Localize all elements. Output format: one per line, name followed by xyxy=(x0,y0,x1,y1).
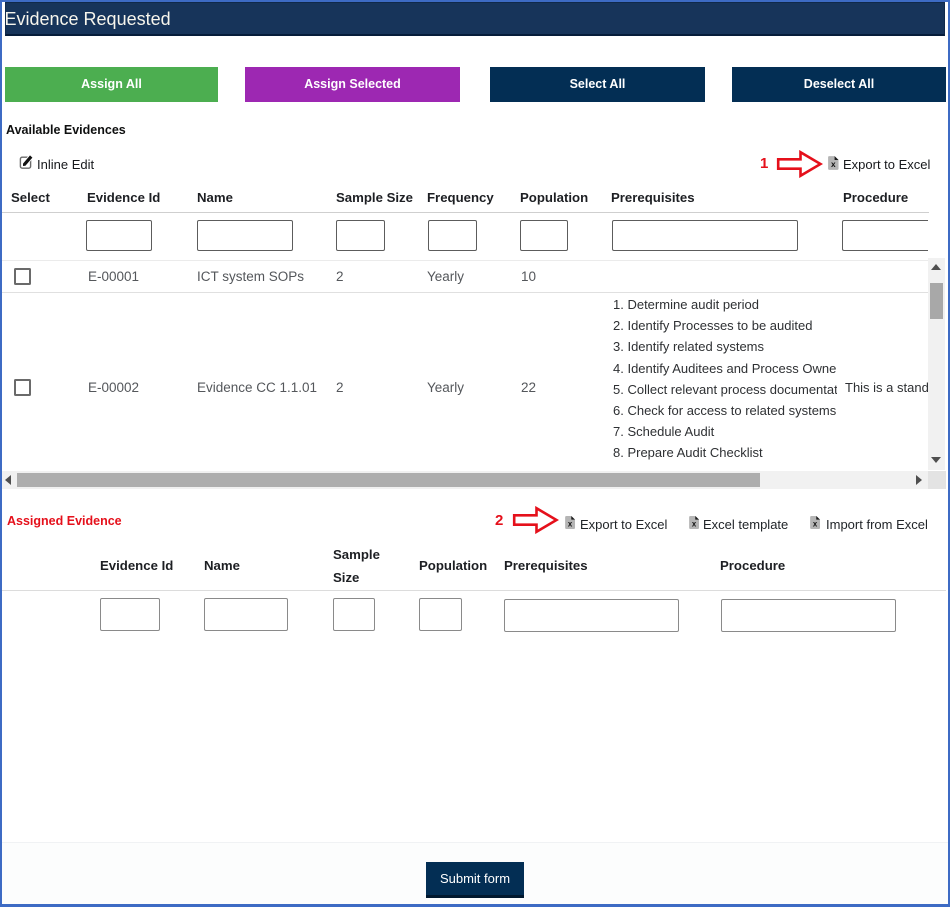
svg-text:x: x xyxy=(831,160,836,169)
svg-text:x: x xyxy=(568,519,573,528)
svg-text:x: x xyxy=(692,519,697,528)
svg-text:x: x xyxy=(813,519,818,528)
